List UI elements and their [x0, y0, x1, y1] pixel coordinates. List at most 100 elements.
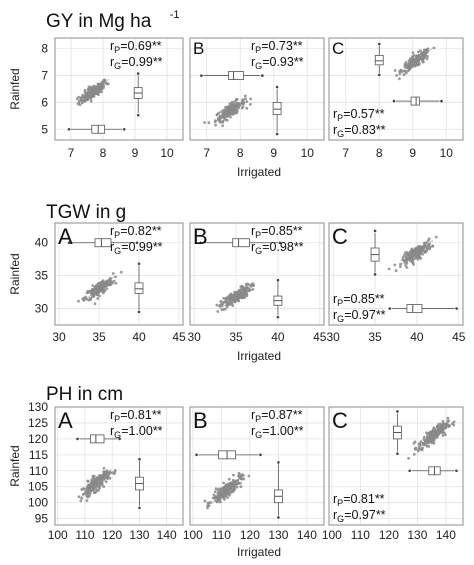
data-point	[407, 254, 411, 258]
data-point	[405, 251, 409, 254]
data-point	[95, 92, 99, 95]
stat-rg-subscript: G	[255, 246, 262, 256]
data-point	[425, 435, 429, 439]
data-point	[95, 88, 98, 91]
stat-rg: rG=1.00**	[110, 424, 163, 440]
boxplot-outlier	[138, 506, 141, 510]
data-point	[426, 432, 429, 436]
data-point	[424, 54, 427, 58]
stat-rp-symbol: r	[110, 39, 114, 53]
x-tick-label: 40	[410, 330, 424, 344]
data-point	[97, 85, 101, 89]
data-point	[251, 282, 254, 285]
data-point	[413, 447, 417, 451]
data-point	[95, 482, 99, 486]
data-point	[234, 104, 238, 107]
data-point	[223, 110, 227, 114]
data-point	[235, 98, 239, 101]
stat-rg-symbol: r	[251, 240, 255, 254]
data-point	[442, 431, 446, 435]
data-point	[234, 297, 238, 300]
data-point	[417, 446, 421, 449]
x-tick-label: 8	[100, 146, 107, 160]
data-point	[426, 239, 430, 243]
panel-border	[54, 222, 184, 326]
data-point	[102, 79, 106, 82]
stat-rp-symbol: r	[110, 224, 114, 238]
data-point	[102, 470, 106, 474]
boxplot-outlier	[137, 262, 141, 266]
stat-rg-value: =0.83**	[344, 123, 385, 137]
data-point	[411, 54, 415, 58]
boxplot-outlier	[136, 113, 140, 117]
x-tick-label: 120	[379, 528, 399, 542]
y-tick-label: 7	[41, 69, 48, 83]
data-point	[420, 56, 423, 59]
boxplot-outlier	[76, 437, 79, 441]
x-tick-label: 7	[68, 146, 75, 160]
panel-background	[190, 38, 324, 140]
x-tick-label: 35	[229, 330, 243, 344]
data-point	[225, 113, 229, 117]
panel-background	[55, 223, 183, 325]
data-point	[394, 269, 398, 273]
data-point	[224, 488, 227, 492]
stat-rp-symbol: r	[110, 408, 114, 422]
stat-rp: rP=0.82**	[110, 224, 162, 240]
data-point	[405, 261, 409, 265]
stat-rp-subscript: P	[255, 45, 261, 55]
x-axis-label: Irrigated	[237, 349, 281, 363]
data-point	[218, 305, 221, 308]
data-point	[77, 495, 81, 499]
x-tick-label: 40	[271, 330, 285, 344]
data-point	[406, 65, 410, 69]
data-point	[431, 244, 435, 248]
data-point	[437, 425, 441, 428]
data-point	[398, 72, 402, 76]
y-tick-label: 120	[28, 432, 48, 446]
data-point	[399, 265, 402, 268]
stat-rp: rP=0.81**	[110, 408, 162, 424]
y-tick-label: 110	[29, 464, 48, 478]
x-tick-label: 10	[301, 146, 315, 160]
stat-rp-value: =0.69**	[120, 39, 161, 53]
boxplot-outlier	[118, 437, 121, 441]
data-point	[104, 480, 108, 484]
stat-rg-subscript: G	[337, 314, 344, 324]
chart-title: GY in Mg ha	[46, 11, 152, 32]
data-point	[99, 86, 103, 90]
panel-border	[328, 37, 464, 141]
data-point	[86, 87, 90, 91]
data-point	[85, 93, 89, 96]
data-point	[119, 270, 123, 274]
data-point	[97, 489, 100, 492]
data-point	[100, 284, 104, 288]
data-point	[405, 253, 409, 257]
data-point	[82, 299, 86, 302]
y-tick-label: 95	[35, 512, 49, 526]
x-tick-label: 30	[327, 330, 341, 344]
data-point	[102, 485, 106, 489]
data-point	[220, 493, 224, 496]
data-point	[387, 267, 391, 271]
data-point	[402, 254, 406, 257]
data-point	[213, 496, 217, 499]
data-point	[76, 102, 80, 106]
data-point	[239, 481, 242, 485]
data-point	[113, 470, 117, 474]
boxplot-outlier	[200, 74, 203, 77]
data-point	[243, 94, 247, 98]
data-point	[85, 298, 89, 301]
data-point	[402, 73, 406, 77]
boxplot-x-box	[90, 434, 105, 444]
x-tick-label: 10	[440, 146, 454, 160]
data-point	[416, 257, 420, 261]
data-point	[417, 251, 421, 255]
data-point	[413, 440, 417, 444]
y-tick-label: 40	[35, 236, 49, 250]
data-point	[95, 291, 98, 294]
data-point	[418, 255, 421, 259]
data-point	[422, 246, 425, 249]
data-point	[434, 235, 438, 239]
